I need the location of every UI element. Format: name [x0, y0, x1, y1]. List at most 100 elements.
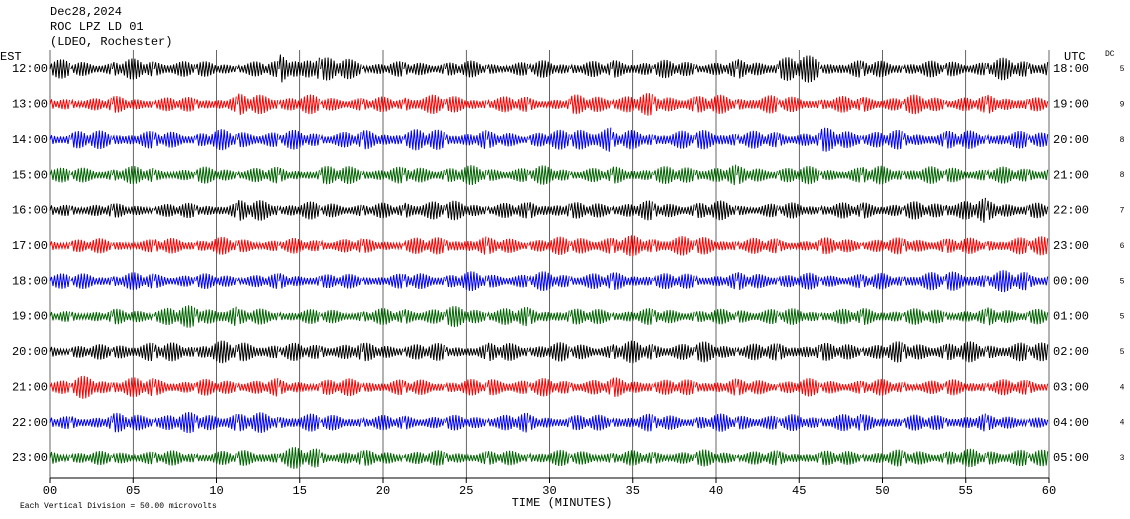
trace-segment: [236, 239, 279, 253]
trace-segment: [611, 413, 653, 432]
trace-segment: [902, 238, 945, 252]
trace-segment: [49, 311, 70, 322]
trace-segment: [1027, 417, 1049, 428]
trace-segment: [653, 236, 695, 256]
trace-segment: [528, 342, 570, 362]
utc-label: 20:00: [1053, 133, 1089, 147]
trace-segment: [902, 380, 945, 394]
trace-segment: [986, 237, 1028, 255]
trace-segment: [195, 61, 237, 77]
trace-segment: [444, 451, 487, 465]
trace-segment: [986, 130, 1028, 149]
trace-segment: [528, 165, 570, 185]
trace-segment: [736, 59, 778, 79]
trace-segment: [361, 96, 404, 113]
trace-segment: [694, 272, 737, 290]
dc-value: 5: [1120, 277, 1125, 286]
trace-segment: [49, 59, 70, 79]
trace-segment: [528, 308, 570, 325]
title-line: Dec28,2024: [50, 5, 122, 19]
trace-segment: [861, 378, 903, 396]
trace-segment: [944, 167, 986, 183]
title-line: ROC LPZ LD 01: [50, 20, 144, 34]
trace-segment: [320, 273, 362, 289]
trace-segment: [153, 411, 196, 434]
trace-segment: [320, 98, 362, 111]
est-label: 17:00: [12, 239, 48, 253]
trace-segment: [111, 272, 154, 291]
x-tick-label: 40: [709, 484, 723, 498]
trace-segment: [403, 94, 445, 115]
est-label: 18:00: [12, 274, 48, 288]
trace-segment: [653, 452, 695, 464]
trace-segment: [861, 414, 903, 431]
trace-segment: [611, 166, 653, 184]
trace-segment: [361, 342, 404, 362]
trace-segment: [361, 379, 404, 395]
trace-segment: [320, 343, 362, 360]
trace-segment: [653, 379, 695, 396]
x-tick-label: 15: [293, 484, 307, 498]
utc-label: 23:00: [1053, 239, 1089, 253]
trace-segment: [902, 201, 945, 220]
trace-segment: [486, 62, 529, 76]
trace-segment: [528, 236, 570, 255]
trace-segment: [819, 308, 862, 325]
trace-segment: [819, 414, 862, 432]
trace-segment: [278, 413, 320, 432]
trace-segment: [528, 60, 570, 78]
trace-segment: [944, 130, 986, 149]
trace-segment: [819, 274, 862, 289]
est-label: 15:00: [12, 168, 48, 182]
trace-segment: [902, 60, 945, 78]
trace-segment: [944, 271, 986, 291]
trace-segment: [278, 309, 320, 324]
trace-segment: [403, 379, 445, 395]
trace-segment: [569, 60, 612, 77]
trace-segment: [528, 271, 570, 292]
trace-segment: [777, 202, 820, 219]
trace-segment: [236, 273, 279, 289]
trace-segment: [1027, 132, 1049, 147]
trace-segment: [777, 96, 820, 112]
trace-segment: [320, 131, 362, 148]
trace-segment: [944, 61, 986, 77]
dc-value: 8: [1120, 136, 1125, 145]
trace-segment: [736, 237, 778, 254]
trace-segment: [236, 342, 279, 362]
trace-segment: [528, 414, 570, 430]
trace-segment: [819, 343, 862, 361]
trace-segment: [361, 130, 404, 150]
trace-segment: [153, 131, 196, 148]
trace-segment: [611, 450, 653, 466]
trace-segment: [1027, 169, 1049, 181]
trace-segment: [444, 165, 487, 185]
trace-segment: [902, 94, 945, 115]
trace-segment: [653, 130, 695, 149]
trace-segment: [70, 203, 112, 217]
utc-label: 19:00: [1053, 98, 1089, 112]
trace-segment: [486, 379, 529, 396]
trace-segment: [49, 204, 70, 216]
trace-segment: [569, 202, 612, 219]
dc-value: 8: [1120, 171, 1125, 180]
trace-segment: [278, 94, 320, 115]
trace-segment: [361, 202, 404, 219]
trace-segment: [153, 169, 196, 181]
trace-segment: [653, 166, 695, 185]
trace-segment: [195, 451, 237, 466]
trace-segment: [944, 308, 986, 325]
dc-label: DC: [1105, 50, 1115, 59]
trace-segment: [195, 236, 237, 255]
x-tick-label: 60: [1042, 484, 1056, 498]
trace-segment: [111, 239, 154, 253]
trace-segment: [1027, 449, 1049, 467]
est-label: 19:00: [12, 310, 48, 324]
trace-segment: [736, 165, 778, 184]
trace-segment: [444, 130, 487, 149]
dc-value: 4: [1120, 383, 1125, 392]
trace-segment: [320, 450, 362, 465]
trace-segment: [361, 166, 404, 184]
trace-segment: [70, 273, 112, 290]
trace-segment: [111, 412, 154, 433]
